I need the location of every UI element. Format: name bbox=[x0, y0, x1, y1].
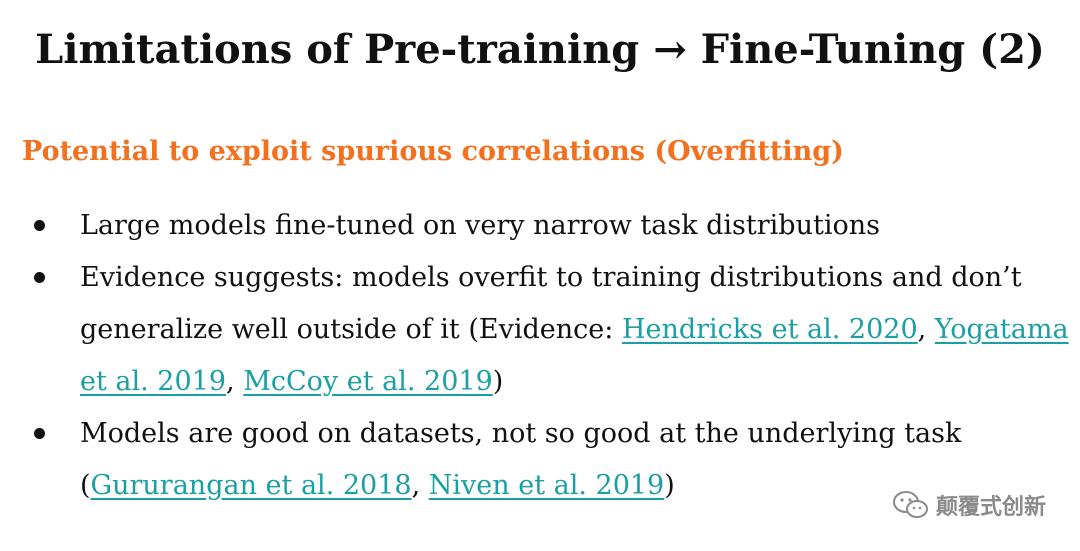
slide-subtitle: Potential to exploit spurious correlatio… bbox=[22, 136, 844, 167]
watermark-text: 颠覆式创新 bbox=[935, 495, 1046, 520]
bullet-list: Large models fine-tuned on very narrow t… bbox=[30, 200, 1070, 512]
slide-title: Limitations of Pre-training → Fine-Tunin… bbox=[35, 26, 1045, 73]
bullet-text: Large models fine-tuned on very narrow t… bbox=[80, 210, 880, 241]
bullet-item: Models are good on datasets, not so good… bbox=[30, 408, 1070, 512]
bullet-item: Large models fine-tuned on very narrow t… bbox=[30, 200, 1070, 252]
reference-link-niven[interactable]: Niven et al. 2019 bbox=[428, 470, 665, 501]
separator: , bbox=[411, 470, 429, 501]
reference-link-mccoy[interactable]: McCoy et al. 2019 bbox=[243, 366, 493, 397]
reference-link-hendricks[interactable]: Hendricks et al. 2020 bbox=[621, 314, 918, 345]
reference-link-yogatama[interactable]: Yogatama et al. 2019 bbox=[80, 314, 1069, 397]
separator: , bbox=[917, 314, 935, 345]
closing-paren: ) bbox=[664, 470, 675, 501]
wechat-icon bbox=[892, 491, 928, 518]
bullet-dot-icon bbox=[34, 428, 45, 439]
separator: , bbox=[226, 366, 244, 397]
reference-link-gururangan[interactable]: Gururangan et al. 2018 bbox=[90, 470, 412, 501]
bullet-dot-icon bbox=[34, 220, 45, 231]
watermark: 颠覆式创新 bbox=[892, 489, 1046, 521]
closing-paren: ) bbox=[492, 366, 504, 397]
bullet-item: Evidence suggests: models overfit to tra… bbox=[30, 252, 1070, 408]
bullet-text: Evidence suggests: models overfit to tra… bbox=[80, 262, 1022, 345]
bullet-dot-icon bbox=[34, 272, 45, 283]
bullet-text: Models are good on datasets, not so good… bbox=[80, 418, 962, 501]
